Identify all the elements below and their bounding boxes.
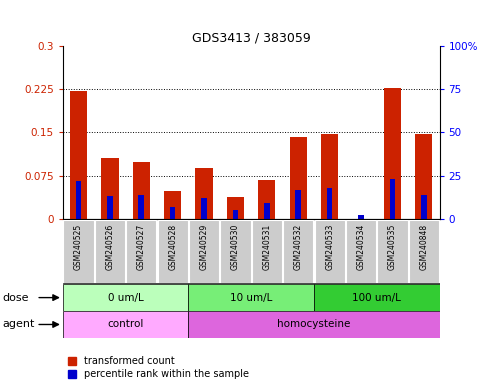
- Text: GSM240535: GSM240535: [388, 224, 397, 270]
- Text: GSM240534: GSM240534: [356, 224, 366, 270]
- Bar: [133, 162, 150, 219]
- Text: 0 um/L: 0 um/L: [108, 293, 143, 303]
- Bar: [327, 188, 332, 219]
- Text: GSM240530: GSM240530: [231, 224, 240, 270]
- Bar: [196, 168, 213, 219]
- FancyBboxPatch shape: [283, 220, 313, 283]
- FancyBboxPatch shape: [314, 220, 345, 283]
- Text: agent: agent: [2, 319, 35, 329]
- Text: GSM240532: GSM240532: [294, 224, 303, 270]
- Bar: [290, 137, 307, 219]
- FancyBboxPatch shape: [252, 220, 282, 283]
- Bar: [296, 190, 301, 219]
- Bar: [421, 195, 426, 219]
- FancyBboxPatch shape: [63, 284, 188, 311]
- Text: control: control: [107, 319, 144, 329]
- Bar: [201, 198, 207, 219]
- FancyBboxPatch shape: [188, 284, 314, 311]
- Text: GSM240527: GSM240527: [137, 224, 146, 270]
- Text: GSM240525: GSM240525: [74, 224, 83, 270]
- Bar: [139, 195, 144, 219]
- FancyBboxPatch shape: [63, 220, 94, 283]
- Legend: transformed count, percentile rank within the sample: transformed count, percentile rank withi…: [68, 356, 249, 379]
- Text: homocysteine: homocysteine: [277, 319, 351, 329]
- Bar: [164, 191, 181, 219]
- Text: GSM240848: GSM240848: [419, 224, 428, 270]
- Bar: [415, 134, 432, 219]
- Bar: [258, 180, 275, 219]
- FancyBboxPatch shape: [314, 284, 440, 311]
- Text: 100 um/L: 100 um/L: [352, 293, 401, 303]
- FancyBboxPatch shape: [220, 220, 251, 283]
- Bar: [233, 210, 238, 219]
- Bar: [390, 179, 395, 219]
- Text: GSM240528: GSM240528: [168, 224, 177, 270]
- Title: GDS3413 / 383059: GDS3413 / 383059: [192, 32, 311, 45]
- Bar: [70, 91, 87, 219]
- FancyBboxPatch shape: [63, 311, 188, 338]
- Text: GSM240529: GSM240529: [199, 224, 209, 270]
- FancyBboxPatch shape: [157, 220, 188, 283]
- FancyBboxPatch shape: [126, 220, 156, 283]
- Bar: [170, 207, 175, 219]
- Bar: [321, 134, 338, 219]
- Text: GSM240533: GSM240533: [325, 224, 334, 270]
- Bar: [384, 88, 401, 219]
- Bar: [76, 181, 81, 219]
- Text: 10 um/L: 10 um/L: [230, 293, 272, 303]
- FancyBboxPatch shape: [188, 311, 440, 338]
- Bar: [107, 197, 113, 219]
- Text: GSM240531: GSM240531: [262, 224, 271, 270]
- FancyBboxPatch shape: [377, 220, 408, 283]
- Bar: [264, 204, 270, 219]
- Bar: [101, 158, 118, 219]
- Text: GSM240526: GSM240526: [105, 224, 114, 270]
- Bar: [358, 215, 364, 219]
- Bar: [227, 197, 244, 219]
- Text: dose: dose: [2, 293, 29, 303]
- FancyBboxPatch shape: [95, 220, 125, 283]
- FancyBboxPatch shape: [346, 220, 376, 283]
- FancyBboxPatch shape: [189, 220, 219, 283]
- FancyBboxPatch shape: [409, 220, 439, 283]
